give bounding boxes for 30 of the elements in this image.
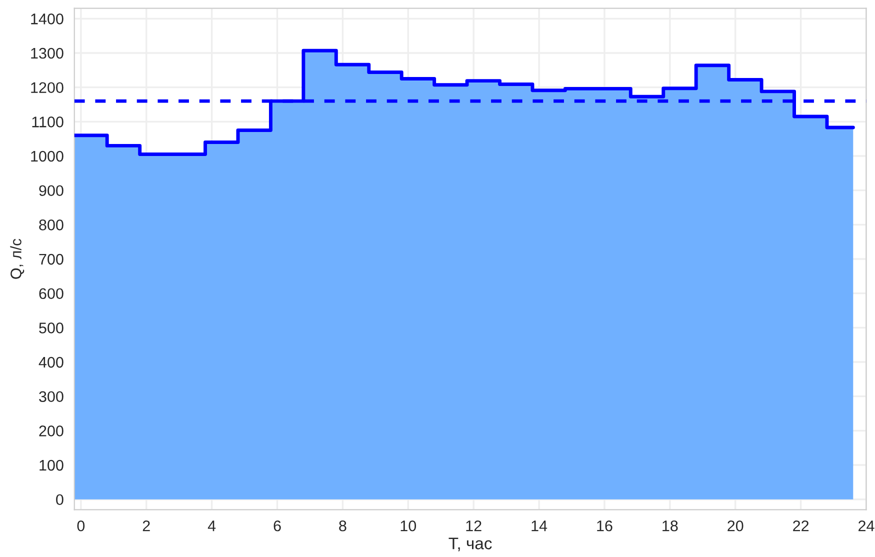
y-tick-label: 1300	[31, 48, 64, 59]
y-tick-label: 1200	[31, 82, 64, 94]
y-tick-label: 700	[39, 254, 64, 265]
x-tick-label: 10	[400, 520, 416, 532]
x-tick-label: 24	[858, 520, 874, 532]
x-tick-label: 18	[662, 520, 678, 532]
x-tick-label: 4	[208, 520, 216, 532]
y-tick-label: 100	[40, 460, 64, 471]
y-tick-label: 600	[39, 288, 64, 300]
y-axis-title: Q, л/с	[10, 238, 24, 279]
x-tick-label: 8	[339, 520, 346, 532]
y-tick-label: 1400	[31, 14, 64, 24]
y-tick-label: 0	[56, 494, 64, 506]
y-tick-label: 1000	[31, 150, 64, 162]
y-tick-label: 900	[39, 185, 64, 196]
x-tick-label: 6	[274, 520, 281, 532]
y-tick-label: 200	[39, 426, 64, 436]
x-tick-label: 22	[793, 520, 809, 532]
x-tick-label: 12	[466, 520, 482, 532]
x-tick-label: 14	[532, 520, 548, 532]
y-tick-label: 1100	[32, 116, 64, 128]
x-tick-label: 2	[142, 520, 150, 532]
x-tick-label: 0	[77, 520, 85, 532]
x-axis-title: T, час	[448, 538, 492, 552]
x-tick-label: 20	[728, 520, 744, 532]
x-tick-label: 16	[597, 520, 612, 532]
y-tick-label: 300	[39, 391, 64, 402]
y-tick-label: 800	[39, 220, 64, 230]
y-tick-label: 500	[39, 322, 64, 334]
y-tick-label: 400	[38, 356, 64, 368]
